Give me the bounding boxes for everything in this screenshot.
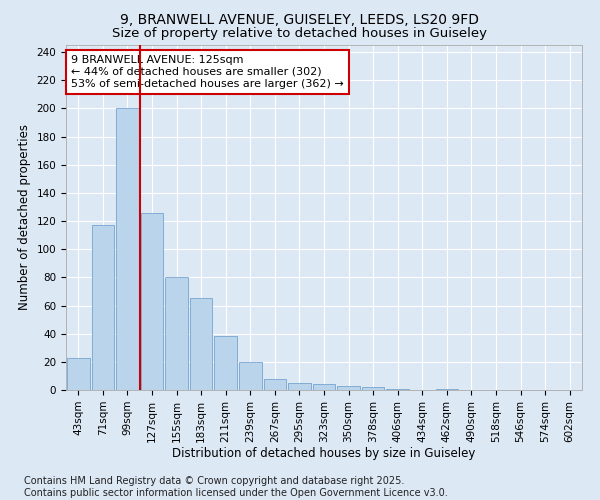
Bar — [436, 388, 458, 390]
Bar — [288, 383, 311, 390]
Bar — [214, 336, 237, 390]
Text: Size of property relative to detached houses in Guiseley: Size of property relative to detached ho… — [113, 28, 487, 40]
X-axis label: Distribution of detached houses by size in Guiseley: Distribution of detached houses by size … — [172, 448, 476, 460]
Text: 9 BRANWELL AVENUE: 125sqm
← 44% of detached houses are smaller (302)
53% of semi: 9 BRANWELL AVENUE: 125sqm ← 44% of detac… — [71, 56, 344, 88]
Bar — [239, 362, 262, 390]
Bar — [190, 298, 212, 390]
Bar — [116, 108, 139, 390]
Bar — [313, 384, 335, 390]
Text: Contains HM Land Registry data © Crown copyright and database right 2025.
Contai: Contains HM Land Registry data © Crown c… — [24, 476, 448, 498]
Bar — [386, 388, 409, 390]
Bar — [362, 387, 385, 390]
Text: 9, BRANWELL AVENUE, GUISELEY, LEEDS, LS20 9FD: 9, BRANWELL AVENUE, GUISELEY, LEEDS, LS2… — [121, 12, 479, 26]
Bar — [92, 225, 114, 390]
Bar — [140, 212, 163, 390]
Bar — [165, 278, 188, 390]
Y-axis label: Number of detached properties: Number of detached properties — [18, 124, 31, 310]
Bar — [67, 358, 89, 390]
Bar — [263, 378, 286, 390]
Bar — [337, 386, 360, 390]
